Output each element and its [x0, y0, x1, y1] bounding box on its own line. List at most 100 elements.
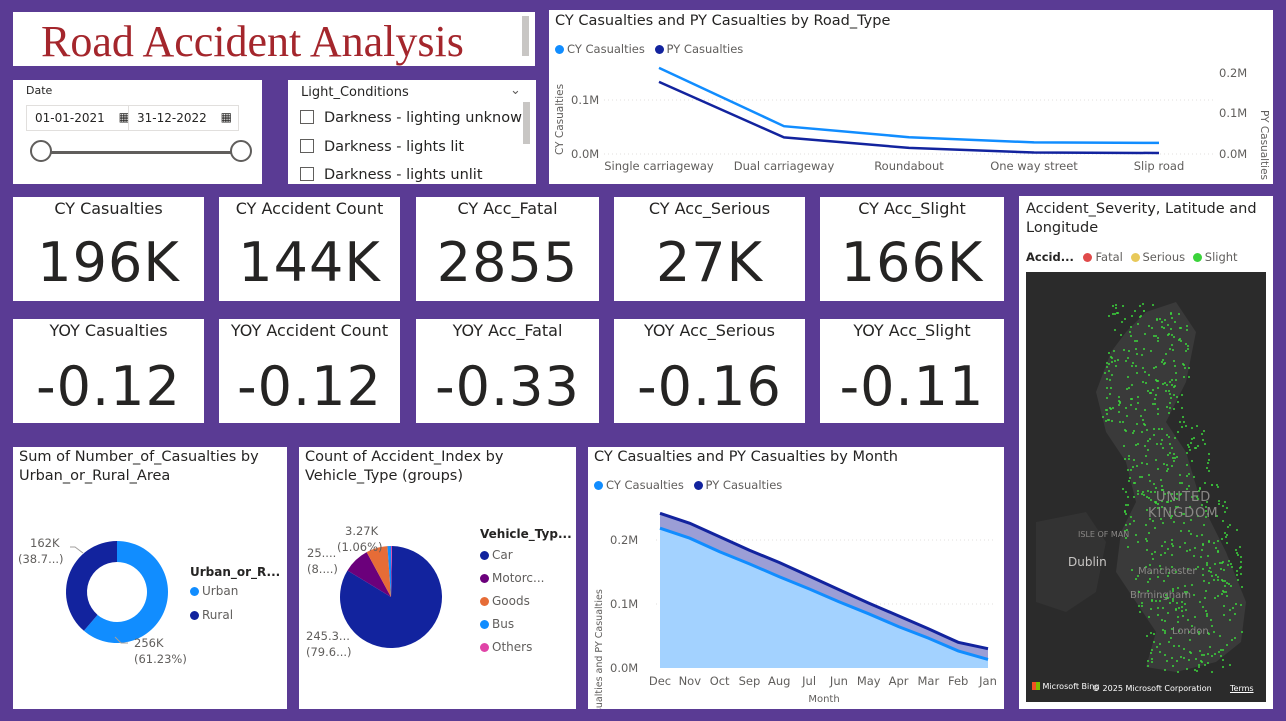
accident-point: [1181, 482, 1183, 484]
accident-point: [1196, 535, 1198, 537]
accident-point: [1124, 458, 1126, 460]
pie-data-label: 25....: [307, 546, 336, 560]
accident-point: [1228, 560, 1230, 562]
accident-point: [1135, 534, 1137, 536]
donut-slice-rural[interactable]: [66, 541, 117, 631]
map-canvas[interactable]: UNITED KINGDOM ISLE OF MAN Dublin Manche…: [1026, 272, 1266, 702]
legend-dot: [555, 45, 564, 54]
chevron-down-icon[interactable]: ⌄: [510, 83, 521, 98]
legend-item-rural[interactable]: Rural: [190, 608, 280, 622]
kpi-value: 166K: [840, 231, 984, 294]
accident-point: [1184, 367, 1186, 369]
accident-point: [1202, 543, 1204, 545]
accident-point: [1104, 372, 1106, 374]
accident-point: [1148, 497, 1150, 499]
legend-item[interactable]: Bus: [480, 617, 572, 631]
accident-point: [1171, 515, 1173, 517]
slicer-item[interactable]: Darkness - lights lit: [300, 139, 464, 155]
accident-point: [1166, 384, 1168, 386]
legend-dot: [693, 481, 703, 490]
py-casualties-line[interactable]: [658, 80, 1160, 155]
date-range-start-handle[interactable]: [30, 140, 52, 162]
terms-link[interactable]: Terms: [1230, 684, 1254, 693]
windows-icon: [1032, 682, 1040, 690]
legend-item[interactable]: Car: [480, 548, 572, 562]
accident-point: [1215, 574, 1217, 576]
calendar-icon[interactable]: ▦: [118, 110, 130, 124]
accident-point: [1190, 519, 1192, 521]
pie-slice[interactable]: [347, 552, 391, 597]
end-date-input[interactable]: 31-12-2022 ▦: [128, 105, 239, 131]
kpi-label: CY Acc_Slight: [858, 199, 966, 218]
slicer-item[interactable]: Darkness - lights unlit: [300, 167, 483, 183]
accident-point: [1170, 397, 1172, 399]
accident-point: [1125, 430, 1127, 432]
accident-point: [1229, 619, 1231, 621]
accident-point: [1155, 459, 1157, 461]
accident-point: [1166, 434, 1168, 436]
accident-point: [1134, 340, 1136, 342]
accident-point: [1137, 490, 1139, 492]
accident-point: [1171, 566, 1173, 568]
pie-slice[interactable]: [387, 546, 392, 597]
donut-title-line: Urban_or_Rural_Area: [19, 468, 171, 484]
cy-casualties-line[interactable]: [658, 66, 1160, 145]
checkbox[interactable]: [300, 139, 314, 153]
accident-point: [1201, 433, 1203, 435]
accident-point: [1125, 513, 1127, 515]
accident-point: [1136, 353, 1138, 355]
kpi-card: YOY Acc_Slight -0.11: [820, 319, 1004, 423]
accident-point: [1155, 335, 1157, 337]
slicer-item[interactable]: Darkness - lighting unknown: [300, 110, 531, 126]
donut-slice-urban[interactable]: [83, 541, 168, 643]
accident-point: [1222, 659, 1224, 661]
accident-point: [1147, 440, 1149, 442]
accident-point: [1122, 488, 1124, 490]
checkbox[interactable]: [300, 110, 314, 124]
accident-point: [1149, 438, 1151, 440]
kpi-card: CY Acc_Fatal 2855: [416, 197, 599, 301]
accident-point: [1185, 350, 1187, 352]
py-casualties-line[interactable]: [659, 511, 989, 651]
accident-point: [1138, 591, 1140, 593]
accident-point: [1167, 597, 1169, 599]
accident-point: [1208, 459, 1210, 461]
cy-casualties-line[interactable]: [659, 526, 989, 661]
legend-item[interactable]: Goods: [480, 594, 572, 608]
accident-point: [1157, 387, 1159, 389]
accident-point: [1129, 331, 1131, 333]
kpi-card: YOY Acc_Fatal -0.33: [416, 319, 599, 423]
accident-point: [1106, 366, 1108, 368]
legend-item-urban[interactable]: Urban: [190, 584, 280, 598]
calendar-icon[interactable]: ▦: [220, 110, 232, 124]
legend-label: PY Casualties: [666, 42, 744, 56]
donut-title-line: Sum of Number_of_Casualties by: [19, 449, 259, 465]
accident-point: [1209, 567, 1211, 569]
scrollbar[interactable]: [522, 16, 529, 56]
accident-point: [1217, 551, 1219, 553]
accident-point: [1206, 613, 1208, 615]
legend-item[interactable]: Motorc...: [480, 571, 572, 585]
legend-item[interactable]: Others: [480, 640, 572, 654]
accident-point: [1229, 524, 1231, 526]
accident-point: [1240, 604, 1242, 606]
pie-slice[interactable]: [391, 546, 393, 597]
accident-point: [1166, 464, 1168, 466]
accident-point: [1198, 631, 1200, 633]
accident-point: [1130, 404, 1132, 406]
accident-point: [1171, 543, 1173, 545]
accident-point: [1213, 631, 1215, 633]
pie-slice[interactable]: [366, 546, 391, 597]
scrollbar[interactable]: [523, 102, 530, 144]
accident-point: [1132, 466, 1134, 468]
checkbox[interactable]: [300, 167, 314, 181]
date-range-end-handle[interactable]: [230, 140, 252, 162]
pie-slice[interactable]: [340, 546, 442, 648]
accident-point: [1155, 600, 1157, 602]
x-axis-label: Month: [808, 694, 839, 705]
accident-point: [1135, 578, 1137, 580]
accident-point: [1205, 516, 1207, 518]
accident-point: [1167, 468, 1169, 470]
accident-point: [1156, 443, 1158, 445]
start-date-input[interactable]: 01-01-2021 ▦: [26, 105, 137, 131]
